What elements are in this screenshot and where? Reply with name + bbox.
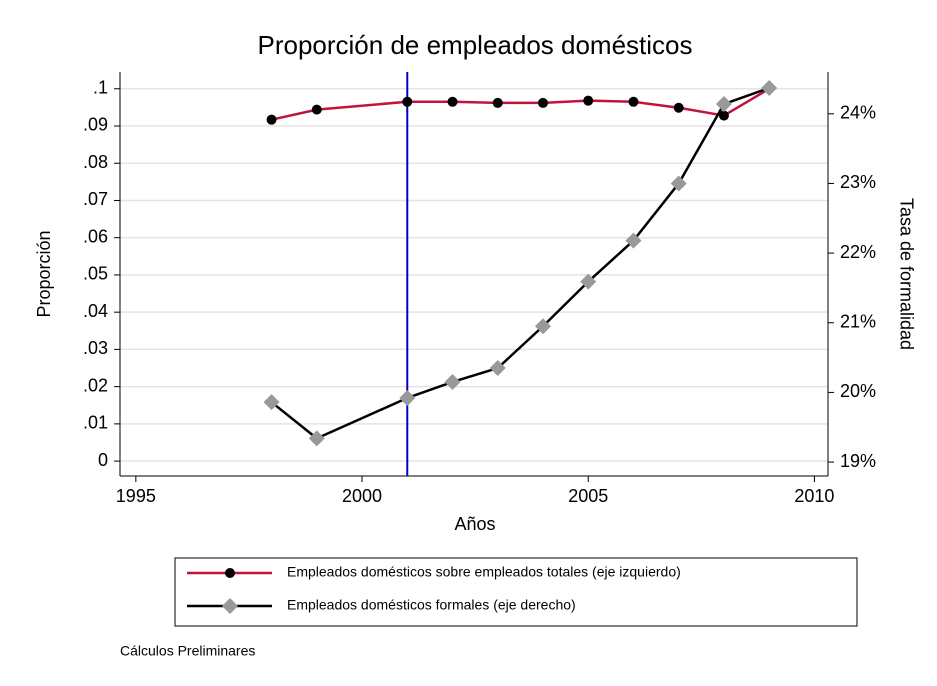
point bbox=[673, 102, 684, 113]
point bbox=[444, 373, 461, 390]
point bbox=[715, 96, 732, 113]
y2-tick-label: 21% bbox=[840, 312, 876, 332]
point bbox=[402, 96, 413, 107]
series-line bbox=[271, 87, 770, 121]
chart-title: Proporción de empleados domésticos bbox=[257, 30, 692, 60]
y-tick-label: .03 bbox=[83, 338, 108, 358]
y2-tick-label: 24% bbox=[840, 103, 876, 123]
y-tick-label: .08 bbox=[83, 152, 108, 172]
point bbox=[492, 97, 503, 108]
point bbox=[537, 97, 548, 108]
y-tick-label: .02 bbox=[83, 375, 108, 395]
point bbox=[718, 110, 729, 121]
y2-tick-label: 23% bbox=[840, 172, 876, 192]
legend-box bbox=[174, 557, 858, 627]
point bbox=[311, 104, 322, 115]
y2-axis-label: Tasa de formalidad bbox=[896, 198, 916, 350]
y-tick-label: .01 bbox=[83, 413, 108, 433]
point bbox=[489, 360, 506, 377]
legend-label: Empleados domésticos formales (eje derec… bbox=[287, 597, 576, 613]
point bbox=[534, 318, 551, 335]
x-tick-label: 2010 bbox=[794, 486, 834, 506]
y-tick-label: .06 bbox=[83, 226, 108, 246]
point bbox=[399, 389, 416, 406]
y-tick-label: .04 bbox=[83, 301, 108, 321]
y2-tick-label: 20% bbox=[840, 381, 876, 401]
y2-tick-label: 22% bbox=[840, 242, 876, 262]
y-tick-label: .07 bbox=[83, 189, 108, 209]
y-axis-label: Proporción bbox=[34, 230, 54, 317]
legend-marker bbox=[222, 598, 238, 614]
legend-label: Empleados domésticos sobre empleados tot… bbox=[287, 564, 681, 580]
point bbox=[625, 232, 642, 249]
point bbox=[583, 95, 594, 106]
point bbox=[447, 96, 458, 107]
point bbox=[266, 114, 277, 125]
note: Cálculos Preliminares bbox=[120, 643, 255, 659]
point bbox=[308, 430, 325, 447]
x-axis-label: Años bbox=[454, 514, 495, 534]
legend-marker bbox=[225, 568, 235, 578]
y-tick-label: 0 bbox=[98, 450, 108, 470]
y-tick-label: .05 bbox=[83, 264, 108, 284]
y-tick-label: .09 bbox=[83, 115, 108, 135]
point bbox=[263, 394, 280, 411]
series-line bbox=[270, 86, 770, 440]
point bbox=[761, 80, 778, 97]
y-tick-label: .1 bbox=[93, 78, 108, 98]
x-tick-label: 2000 bbox=[342, 486, 382, 506]
x-tick-label: 1995 bbox=[116, 486, 156, 506]
x-tick-label: 2005 bbox=[568, 486, 608, 506]
point bbox=[628, 96, 639, 107]
point bbox=[580, 273, 597, 290]
point bbox=[670, 175, 687, 192]
y2-tick-label: 19% bbox=[840, 451, 876, 471]
